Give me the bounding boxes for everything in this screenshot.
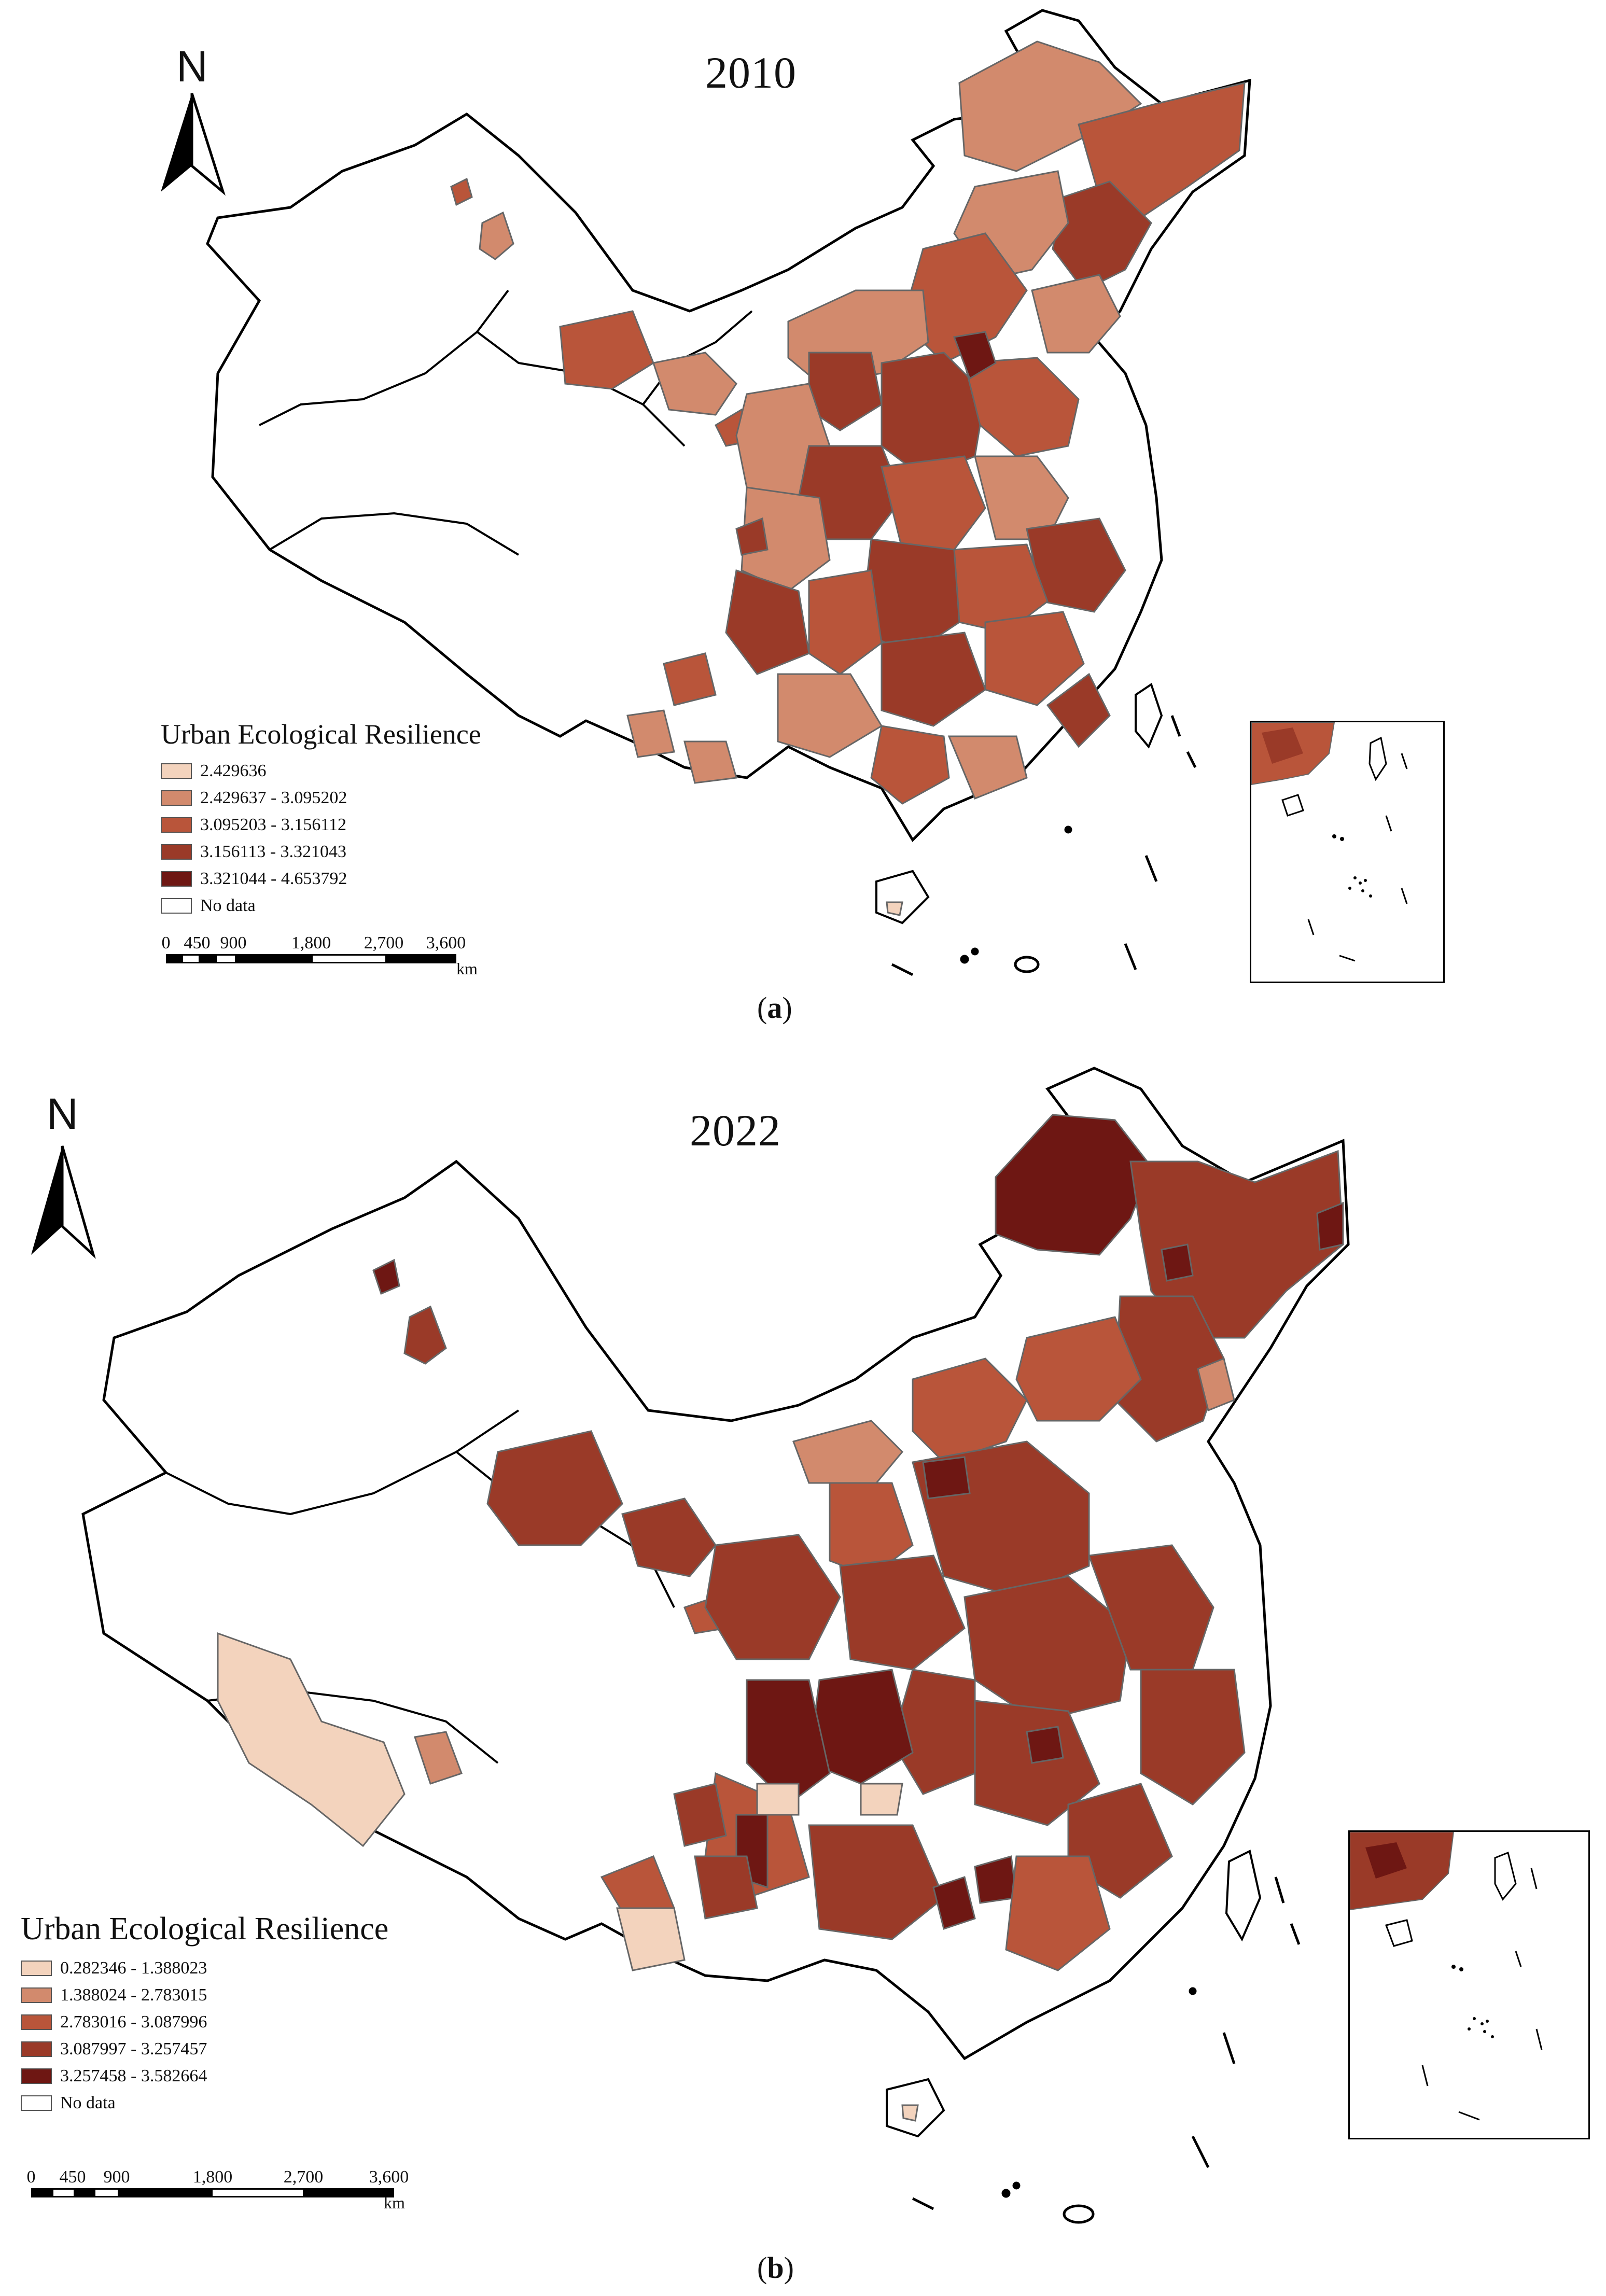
legend-item: 2.429636 [161,758,481,785]
scale-tick: 3,600 [426,933,466,953]
map-year-title: 2010 [705,48,797,97]
legend-item: 3.321044 - 4.653792 [161,865,481,892]
legend-label: No data [60,2093,116,2112]
region-fills-2022 [217,1114,1344,2138]
scale-unit: km [456,959,478,978]
legend-swatch [21,2095,52,2111]
legend-label: 2.429637 - 3.095202 [200,788,347,807]
panel-caption-a: (a) [757,991,792,1025]
legend-item: 3.156113 - 3.321043 [161,838,481,865]
legend-item: 0.282346 - 1.388023 [21,1955,388,1982]
legend-item: 1.388024 - 2.783015 [21,1982,388,2009]
scale-tick: 2,700 [283,2167,324,2187]
south-china-sea-marks [912,1877,1301,2224]
legend-label: 3.095203 - 3.156112 [200,815,347,834]
legend-item-no-data: No data [21,2090,388,2117]
legend-swatch [21,2014,52,2030]
legend-item: 3.095203 - 3.156112 [161,811,481,838]
legend-label: 2.429636 [200,761,267,780]
scale-tick: 1,800 [291,933,331,953]
map-year-title: 2022 [690,1105,781,1155]
north-arrow [31,1145,96,1259]
scale-tick: 0 [26,2167,36,2187]
legend-item-no-data: No data [161,892,481,919]
legend-title: Urban Ecological Resilience [21,1911,389,1947]
scale-unit: km [384,2193,405,2212]
legend-swatch [21,1987,52,2003]
taiwan-island [1135,682,1163,749]
legend-swatch [161,871,192,887]
taiwan-island [1225,1850,1262,1942]
map-panel-2022: N 2022 Urban Ecological Resilience [0,1047,1606,2296]
inset-map [1348,1830,1590,2139]
scale-bar-graphic [31,2188,394,2197]
caption-letter: a [767,991,783,1025]
scale-tick: 2,700 [364,933,404,953]
legend-label: 1.388024 - 2.783015 [60,1985,207,2005]
legend-swatch [21,1961,52,1976]
legend-label: 0.282346 - 1.388023 [60,1958,207,1978]
region-fills-2010 [450,40,1246,925]
scale-tick: 450 [184,933,211,953]
province-boundaries [259,289,753,556]
hainan-island [875,870,930,925]
legend-item: 2.429637 - 3.095202 [161,785,481,811]
scale-tick: 3,600 [369,2167,409,2187]
legend-label: 3.087997 - 3.257457 [60,2039,207,2059]
legend-label: 3.156113 - 3.321043 [200,842,347,861]
map-canvas [31,1067,1350,2224]
scale-tick: 1,800 [192,2167,233,2187]
legend-item: 3.257458 - 3.582664 [21,2063,388,2090]
legend-item: 2.783016 - 3.087996 [21,2009,388,2036]
legend-swatch [161,790,192,806]
scale-bar-2022: 0 450 900 1,800 2,700 3,600 km [27,2167,409,2212]
scale-bar-2010: 0 450 900 1,800 2,700 3,600 km [162,933,478,978]
scale-ticks: 0 450 900 1,800 2,700 3,600 [27,2167,409,2188]
legend-label: 3.321044 - 4.653792 [200,869,347,888]
legend-swatch [161,763,192,779]
scale-tick: 450 [59,2167,86,2187]
legend-swatch [21,2041,52,2057]
north-label: N [176,42,208,91]
north-label: N [47,1089,78,1138]
legend-label: 2.783016 - 3.087996 [60,2012,207,2032]
scale-bar-graphic [166,954,456,963]
legend-swatch [161,844,192,860]
legend-title: Urban Ecological Resilience [161,719,481,750]
north-arrow [161,93,226,196]
legend-swatch [161,898,192,914]
scale-tick: 0 [161,933,171,953]
legend-label: 3.257458 - 3.582664 [60,2066,207,2085]
map-panel-2010: N 2010 Urban Ecological Resilience [0,0,1606,1027]
legend-swatch [21,2068,52,2084]
legend-2022: Urban Ecological Resilience 0.282346 - 1… [21,1911,388,2117]
legend-item: 3.087997 - 3.257457 [21,2036,388,2063]
inset-map [1250,721,1445,983]
legend-label: No data [200,896,256,915]
south-china-sea-marks [891,715,1197,976]
legend-swatch [161,817,192,833]
caption-letter: b [767,2251,784,2285]
inset-canvas [1350,1832,1543,2121]
scale-ticks: 0 450 900 1,800 2,700 3,600 [162,933,466,954]
legend-2010: Urban Ecological Resilience 2.429636 2.4… [161,718,481,919]
scale-tick: 900 [103,2167,130,2187]
panel-caption-b: (b) [757,2251,794,2285]
scale-tick: 900 [220,933,247,953]
inset-canvas [1251,722,1408,962]
map-canvas [161,9,1251,976]
